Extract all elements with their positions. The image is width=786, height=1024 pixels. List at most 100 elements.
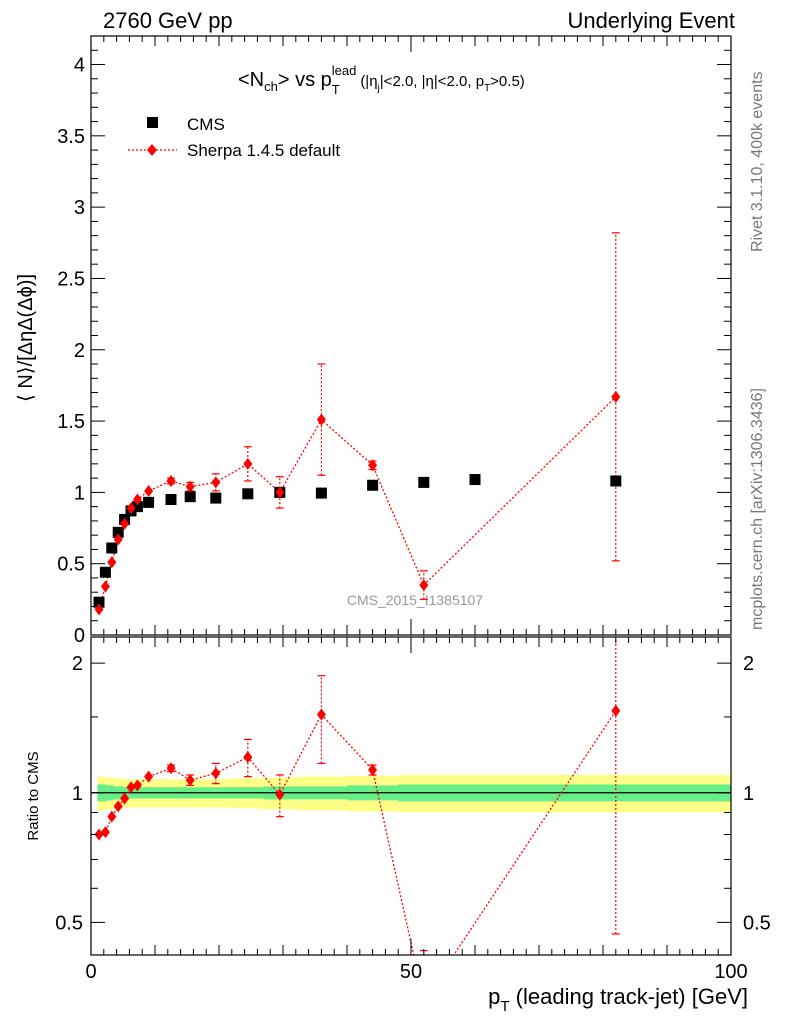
sherpa-ratio-point [126, 781, 136, 794]
sherpa-ratio-point [368, 763, 378, 776]
ratio-x-tick-label: 0 [85, 961, 96, 983]
sherpa-ratio-point [132, 779, 142, 792]
main-panel: CMS_2015_I1385107 0 0.5 1 1.5 2 2.5 3 3.5 4 <Nch… [15, 35, 732, 647]
sherpa-ratio-line [98, 710, 617, 955]
watermark-label: CMS_2015_I1385107 [347, 592, 483, 608]
cms-data-point [93, 596, 105, 608]
cms-data-markers [93, 474, 622, 608]
title-lhs-sub: ch [264, 79, 278, 94]
main-y-tick-label: 1.5 [57, 411, 85, 433]
main-x-ticks [90, 36, 732, 635]
sherpa-main-point [144, 484, 154, 497]
sherpa-main-line [98, 396, 617, 610]
title-p-sup: lead [332, 63, 357, 78]
main-y-tick-label: 2.5 [57, 268, 85, 290]
sherpa-main-point [275, 486, 285, 499]
cms-data-point [106, 542, 118, 554]
cms-data-point [184, 491, 196, 503]
main-error-bars [167, 232, 620, 600]
legend: CMS Sherpa 1.4.5 default [128, 115, 340, 160]
sherpa-ratio-markers [94, 704, 621, 1006]
sherpa-main-point [166, 474, 176, 487]
cms-data-point [165, 494, 177, 506]
ratio-x-tick-label: 100 [714, 961, 747, 983]
cms-data-point [469, 474, 481, 486]
sherpa-main-point [419, 579, 429, 592]
main-y-axis: 0 0.5 1 1.5 2 2.5 3 3.5 4 [57, 49, 731, 647]
sherpa-main-point [132, 493, 142, 506]
rivet-version-label: Rivet 3.1.10, 400k events [749, 71, 766, 252]
sherpa-main-point [107, 556, 117, 569]
sherpa-ratio-point [243, 751, 253, 764]
sherpa-ratio-point [166, 762, 176, 775]
sherpa-ratio-point [100, 826, 110, 839]
x-label-p: p [488, 984, 500, 1009]
sherpa-main-markers [94, 390, 621, 616]
ratio-y-tick-label-right: 2 [743, 653, 754, 675]
ratio-error-bars [167, 637, 620, 955]
ratio-y-tick-label: 0.5 [55, 912, 83, 934]
ratio-panel: 0.5 0.5 1 1 2 2 0 50 100 Ratio to CMS pT (leadi… [25, 636, 771, 1015]
x-axis-label: pT (leading track-jet) [GeV] [488, 984, 748, 1015]
mcplots-reference-label: mcplots.cern.ch [arXiv:1306.3436] [749, 388, 766, 630]
main-y-axis-label: ⟨ N⟩/[ΔηΔ(Δϕ)] [15, 274, 37, 402]
main-y-tick-label: 3.5 [57, 126, 85, 148]
cms-data-point [99, 566, 111, 578]
header-analysis-label: Underlying Event [567, 8, 735, 33]
ratio-x-axis: 0 50 100 [85, 637, 748, 983]
legend-cms-label: CMS [187, 115, 225, 134]
sherpa-main-point [113, 533, 123, 546]
title-mid: > vs p [278, 69, 332, 91]
ratio-y-tick-label: 1 [72, 783, 83, 805]
cms-data-point [210, 492, 222, 504]
sherpa-ratio-point [611, 704, 621, 717]
title-cut1: (|η [360, 73, 377, 90]
cms-data-point [315, 487, 327, 499]
main-chart-title: <Nch> vs pTlead(|ηj|<2.0, |η|<2.0, pT>0.… [238, 63, 525, 97]
legend-sherpa-label: Sherpa 1.4.5 default [187, 141, 340, 160]
sherpa-ratio-point [94, 828, 104, 841]
sherpa-ratio-point [120, 792, 130, 805]
cms-data-point [112, 526, 124, 538]
sherpa-ratio-point [419, 994, 428, 1006]
ratio-x-tick-label: 50 [400, 961, 422, 983]
ratio-y-axis-label: Ratio to CMS [25, 751, 42, 840]
main-y-tick-label: 2 [74, 340, 85, 362]
cms-data-point [367, 479, 379, 491]
sherpa-main-point [126, 502, 136, 515]
header-collision-label: 2760 GeV pp [103, 8, 233, 33]
sherpa-main-point [243, 457, 253, 470]
ratio-y-axis: 0.5 0.5 1 1 2 2 [55, 653, 771, 934]
title-cut3: >0.5) [490, 73, 525, 90]
title-p-sub: T [332, 82, 340, 97]
sherpa-main-point [611, 390, 621, 403]
cms-data-point [242, 488, 254, 500]
cms-data-point [610, 475, 622, 487]
sherpa-ratio-point [185, 774, 195, 787]
x-label-rest: (leading track-jet) [GeV] [510, 984, 748, 1009]
sherpa-ratio-point [275, 788, 285, 801]
ratio-y-tick-label-right: 1 [743, 783, 754, 805]
main-y-tick-label: 0 [74, 625, 85, 647]
main-y-tick-label: 1 [74, 482, 85, 504]
sherpa-main-point [120, 517, 130, 530]
main-y-tick-label: 4 [74, 55, 85, 77]
sherpa-main-point [316, 413, 326, 426]
title-cut2: |<2.0, |η|<2.0, p [380, 73, 484, 90]
cms-data-point [131, 501, 143, 513]
ratio-y-tick-label: 2 [72, 653, 83, 675]
sherpa-ratio-point [113, 800, 123, 813]
title-cut1-sub: j [377, 83, 380, 94]
legend-sherpa-marker [147, 144, 157, 156]
cms-data-point [143, 496, 155, 508]
sherpa-ratio-point [211, 767, 221, 780]
sherpa-main-point [211, 476, 221, 489]
sherpa-main-point [100, 580, 110, 593]
title-lhs: <N [238, 69, 264, 91]
ratio-y-tick-label-right: 0.5 [743, 912, 771, 934]
sherpa-main-point [368, 459, 378, 472]
main-y-tick-label: 0.5 [57, 554, 85, 576]
legend-cms-marker [147, 117, 158, 128]
sherpa-ratio-point [107, 810, 117, 823]
